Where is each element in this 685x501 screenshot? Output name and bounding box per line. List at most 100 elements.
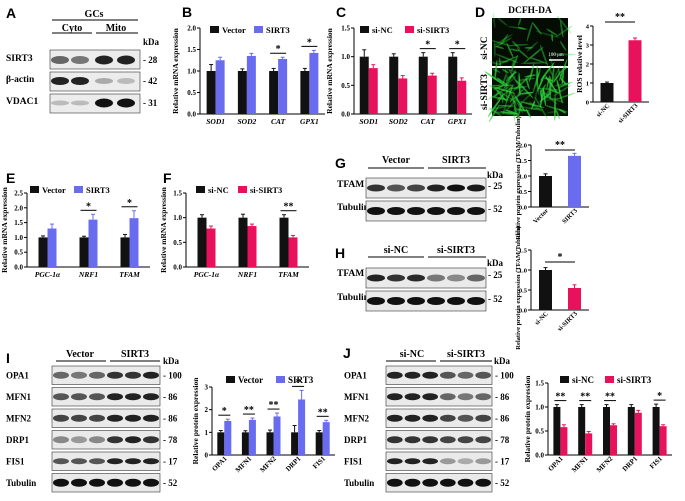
row-label: DRP1 (344, 435, 367, 445)
cell-signal (517, 101, 522, 118)
panel-i-blot: I Vector SIRT3 kDa OPA1 - 100 MFN1 - 86 MFN2… (6, 349, 182, 493)
legend-label: si-NC (208, 185, 229, 195)
band (407, 184, 425, 192)
cell-signal (511, 58, 515, 69)
legend-swatch (74, 186, 83, 193)
bar (291, 432, 299, 455)
blot-frame (385, 451, 493, 471)
cell-signal (525, 108, 531, 118)
row-label: OPA1 (344, 370, 367, 380)
blot-frame (51, 430, 161, 450)
significance-marker: * (276, 44, 281, 55)
panel-letter-a: A (6, 5, 16, 21)
legend-label: SIRT3 (288, 375, 314, 385)
band (407, 207, 425, 215)
y-tick-label: 0.5 (173, 239, 182, 247)
legend-swatch (196, 186, 205, 193)
band (387, 207, 405, 215)
cell-signal (494, 89, 500, 99)
bar (237, 71, 247, 114)
bar (206, 228, 216, 267)
kda-label: kDa (487, 258, 504, 268)
y-tick-label: 0.5 (14, 249, 23, 257)
band (125, 371, 141, 379)
band (440, 371, 456, 379)
group-label-si-nc: si-NC (400, 349, 424, 360)
y-tick-label: 1.5 (341, 25, 350, 33)
band (440, 458, 456, 465)
x-tick-label: Vector (532, 207, 550, 225)
legend-label: si-SIRT3 (417, 25, 449, 35)
cell-signal (518, 72, 521, 97)
cell-signal (551, 66, 555, 89)
cell-signal (555, 108, 560, 120)
band (404, 436, 421, 444)
band (475, 478, 491, 487)
row-label: Tubulin (6, 478, 36, 488)
cell-signal (498, 55, 519, 65)
legend-label: SIRT3 (86, 185, 110, 195)
blot-frame (385, 387, 493, 407)
y-tick-label: 2.5 (14, 190, 23, 198)
mw-marker: - 52 (488, 204, 503, 214)
y-tick-label: 1 (205, 429, 209, 437)
band (143, 436, 159, 444)
cell-signal (517, 89, 524, 95)
x-tick-label: MFN2 (595, 454, 615, 474)
row-label: FIS1 (6, 456, 25, 466)
legend-swatch (405, 26, 414, 33)
band (71, 393, 87, 401)
band (367, 274, 385, 282)
legend-swatch (210, 26, 219, 33)
blot-frame (365, 177, 487, 199)
chart-h-tfam: Relative protein expression (TFAM/Tubuli… (515, 226, 589, 350)
significance-marker: * (296, 377, 301, 388)
mw-marker: - 28 (143, 55, 158, 65)
cell-signal (489, 84, 515, 87)
chart-c: C 0.0 0.5 1.0 1.5 Relative mRNA expression SO… (325, 4, 472, 126)
band (475, 458, 491, 465)
band (107, 393, 123, 401)
cell-signal (543, 95, 565, 103)
cell-signal (561, 70, 565, 85)
cell-signal (558, 90, 563, 104)
cell-signal (540, 87, 545, 108)
band (89, 478, 105, 487)
y-tick-label: 0.5 (519, 189, 528, 196)
bar (427, 75, 437, 114)
panel-letter-h: H (335, 245, 345, 261)
bar (300, 71, 310, 114)
band (404, 414, 421, 422)
cell-signal (491, 40, 512, 47)
cell-signal (526, 22, 533, 42)
cell-signal (519, 101, 545, 108)
bar (217, 432, 225, 455)
col-label-mito: Mito (106, 23, 127, 34)
band (407, 274, 425, 282)
significance-marker: ** (244, 405, 254, 416)
legend-label: Vector (42, 185, 66, 195)
band (387, 414, 403, 422)
cell-signal (506, 85, 513, 101)
bar (315, 432, 323, 455)
cell-signal (519, 91, 534, 95)
bar (627, 407, 635, 455)
x-tick-label: si-NC (595, 102, 611, 118)
band (457, 478, 474, 487)
y-tick-label: 1.5 (187, 46, 196, 54)
bar (553, 407, 561, 455)
bar (266, 432, 274, 455)
cell-signal (515, 108, 528, 112)
cell-signal (560, 20, 564, 38)
band (475, 436, 491, 444)
bar (322, 422, 330, 455)
y-tick-label: 0 (586, 100, 589, 107)
cell-signal (533, 88, 538, 108)
y-tick-label: 0.5 (187, 89, 196, 97)
panel-a: A GCs Cyto Mito kDa SIRT3 β-actin VDAC1 … (6, 5, 160, 114)
x-tick-label: TFAM (278, 270, 299, 279)
band (53, 371, 69, 379)
band (404, 393, 421, 401)
bar (389, 56, 399, 114)
cell-signal (553, 73, 560, 83)
